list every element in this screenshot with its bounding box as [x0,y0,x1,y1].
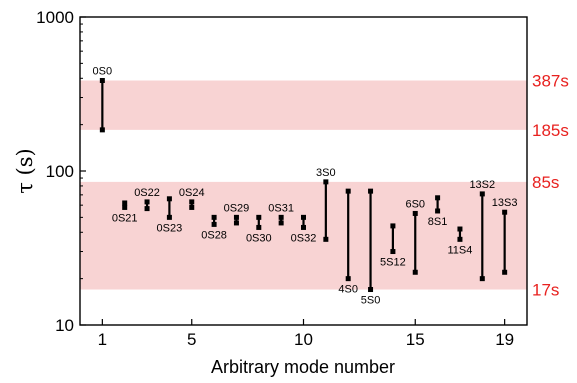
y-axis-label: τ (s) [13,148,37,193]
mode-label-8S1: 8S1 [428,216,448,228]
mode-bar-0S24 [189,199,195,210]
mode-bar-0S29 [233,214,239,226]
mode-label-6S0: 6S0 [405,198,425,210]
right-labels: 387s 185s 85s 17s [532,71,569,299]
mode-bar-0S32 [301,214,306,230]
mode-bar-0S30 [256,214,262,230]
mode-bar-0S28 [211,214,217,227]
mode-bar-high-marker [211,214,217,220]
mode-bar-high-marker [368,188,374,194]
mode-bar-0S22 [144,199,150,212]
mode-bar-low-marker [144,206,150,212]
x-tick-label-5: 5 [187,330,196,349]
mode-bar-4S0 [345,188,351,282]
mode-bar-13S3 [502,209,508,275]
mode-bar-high-marker [412,210,418,216]
mode-bar-5S0 [368,188,374,293]
mode-bar-0S21 [122,200,128,210]
mode-bar-8S1 [435,195,441,214]
mode-bar-0S23 [166,196,172,220]
x-tick-label-10: 10 [294,330,313,349]
mode-bar-low-marker [435,208,441,214]
mode-bar-high-marker [144,199,150,205]
mode-bar-low-marker [412,269,418,275]
mode-bar-low-marker [278,220,284,226]
mode-label-3S0: 3S0 [316,167,336,179]
mode-label-13S2: 13S2 [469,179,495,191]
mode-bar-low-marker [233,220,239,226]
mode-bar-low-marker [301,224,306,230]
mode-bar-high-marker [502,209,508,215]
mode-bar-high-marker [99,77,105,83]
mode-label-5S0: 5S0 [361,295,381,307]
mode-bar-low-marker [502,269,508,275]
mode-label-11S4: 11S4 [448,244,473,256]
mode-bar-high-marker [390,223,396,229]
mode-bar-5S12 [390,223,396,255]
mode-bar-high-marker [189,199,195,205]
mode-label-0S21: 0S21 [112,212,138,224]
mode-bar-low-marker [323,236,329,242]
mode-bars [99,77,508,293]
x-tick-label-15: 15 [406,330,425,349]
mode-bar-high-marker [256,214,262,220]
mode-bar-high-marker [479,191,485,197]
mode-label-0S31: 0S31 [268,202,294,214]
mode-bar-low-marker [390,249,396,255]
x-axis-label: Arbitrary mode number [211,357,395,377]
mode-bar-low-marker [211,221,217,227]
mode-bar-low-marker [166,214,172,220]
y-tick-label-100: 100 [46,162,74,181]
mode-bar-high-marker [345,188,351,194]
mode-bar-3S0 [323,179,329,242]
mode-bar-high-marker [457,226,463,232]
mode-label-0S22: 0S22 [134,187,160,199]
mode-bar-low-marker [99,127,105,133]
mode-bar-low-marker [479,276,485,282]
tau-bands [80,80,527,290]
mode-label-0S23: 0S23 [157,222,183,234]
mode-label-0S28: 0S28 [201,229,227,241]
mode-bar-low-marker [189,204,195,210]
right-label-387s: 387s [532,71,569,90]
y-tick-label-10: 10 [55,316,74,335]
tau-band-2 [80,181,527,290]
mode-bar-6S0 [412,210,418,275]
mode-bar-high-marker [233,214,239,220]
mode-labels: 0S0 0S21 0S22 0S23 0S24 0S28 0S29 0S30 0S31 0S32 3… [93,65,518,306]
mode-bar-11S4 [457,226,463,242]
tau-band-1 [80,80,527,130]
mode-bar-0S0 [99,77,105,133]
mode-bar-high-marker [435,195,441,201]
y-tick-label-1000: 1000 [36,8,74,27]
mode-bar-high-marker [122,200,128,206]
mode-bar-high-marker [278,214,284,220]
mode-bar-high-marker [166,196,172,202]
mode-label-13S3: 13S3 [492,197,518,209]
mode-label-5S12: 5S12 [380,257,406,269]
x-tick-label-19: 19 [495,330,514,349]
mode-label-0S32: 0S32 [291,232,317,244]
right-label-17s: 17s [532,281,559,300]
mode-label-0S24: 0S24 [179,187,205,199]
mode-bar-low-marker [368,287,374,293]
mode-bar-13S2 [479,191,485,282]
mode-bar-high-marker [323,179,329,185]
mode-bar-high-marker [301,214,306,220]
mode-bar-low-marker [345,276,351,282]
right-label-85s: 85s [532,173,559,192]
mode-label-0S30: 0S30 [246,232,272,244]
x-tick-label-1: 1 [98,330,107,349]
right-label-185s: 185s [532,121,569,140]
mode-bar-low-marker [256,224,262,230]
mode-label-0S0: 0S0 [93,65,113,77]
mode-label-4S0: 4S0 [338,284,358,296]
mode-bar-low-marker [122,204,128,210]
mode-bar-0S31 [278,214,284,226]
mode-label-0S29: 0S29 [224,202,250,214]
mode-bar-low-marker [457,236,463,242]
